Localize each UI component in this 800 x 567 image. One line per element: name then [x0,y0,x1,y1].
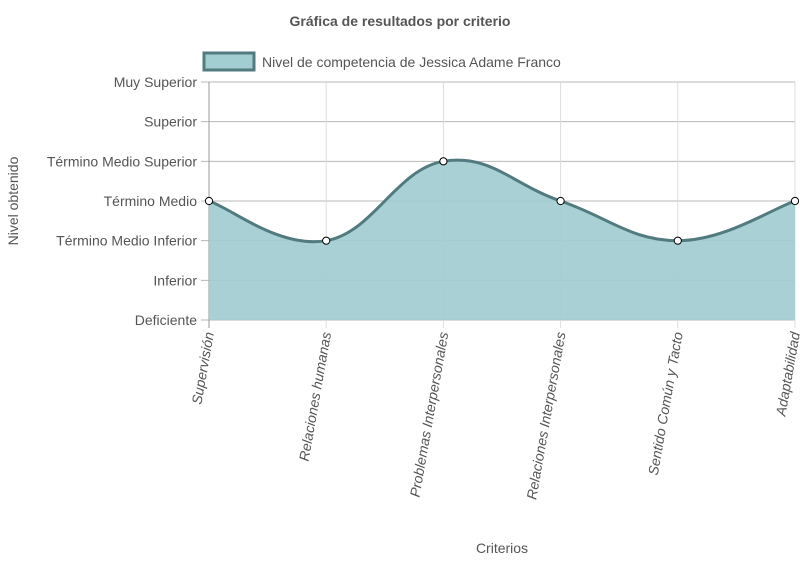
y-tick-label: Superior [144,114,197,130]
y-tick-label: Término Medio Inferior [56,233,197,249]
x-tick-label: Supervisión [188,331,216,406]
y-tick-label: Término Medio Superior [47,153,198,169]
data-point[interactable] [322,236,331,245]
data-point[interactable] [673,236,682,245]
legend[interactable]: Nivel de competencia de Jessica Adame Fr… [202,51,561,72]
y-tick-label: Inferior [153,272,197,288]
series-line [208,158,796,244]
legend-swatch [202,51,256,72]
x-axis-title: Criterios [476,540,528,556]
x-axis-ticks: Supervisión Relaciones humanas Problemas I… [188,330,800,501]
plot-area [204,157,800,320]
data-point[interactable] [204,196,214,206]
y-tick-label: Término Medio [104,193,198,209]
data-point[interactable] [439,157,448,166]
x-tick-label: Problemas Interpersonales [407,331,452,499]
x-tick-label: Sentido Común y Tacto [645,331,686,477]
x-tick-label: Adaptabilidad [772,330,800,419]
data-point[interactable] [790,196,800,206]
x-tick-label: Relaciones humanas [296,331,334,463]
y-tick-label: Muy Superior [114,74,198,90]
y-axis-ticks: Deficiente Inferior Término Medio Inferior… [47,74,198,328]
x-tick-label: Relaciones Interpersonales [523,331,568,501]
data-point[interactable] [556,196,565,206]
chart-title: Gráfica de resultados por criterio [290,13,511,29]
y-tick-label: Deficiente [135,312,197,328]
legend-label: Nivel de competencia de Jessica Adame Fr… [262,54,561,70]
y-axis-title: Nivel obtenido [5,156,21,245]
series-area-fill [209,160,795,320]
